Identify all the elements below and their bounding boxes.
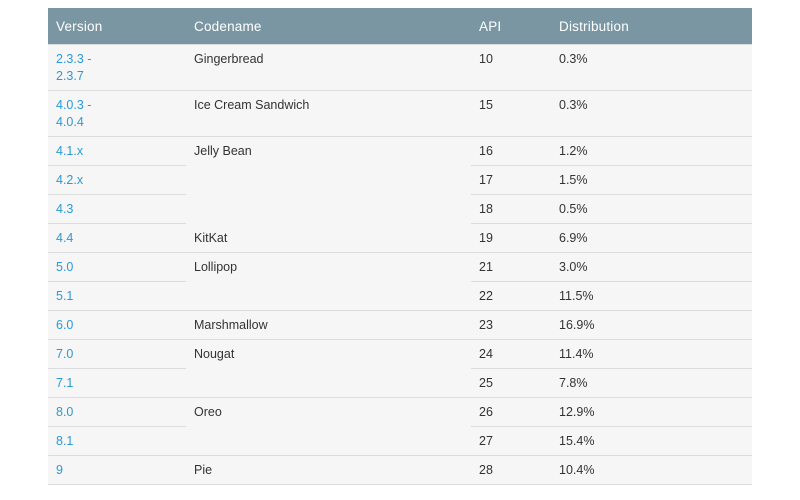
table-row: 4.4 KitKat 19 6.9% <box>48 223 752 253</box>
table-row: 4.2.x 17 1.5% <box>48 165 752 195</box>
distribution-cell: 7.8% <box>551 368 752 398</box>
table-row: 7.0 Nougat 24 11.4% <box>48 339 752 398</box>
version-link[interactable]: 8.0 <box>56 405 74 419</box>
api-cell: 19 <box>471 223 551 253</box>
version-cell: 9 <box>48 455 186 485</box>
api-cell: 16 <box>471 136 551 166</box>
version-link[interactable]: 9 <box>56 463 63 477</box>
distribution-table: Version Codename API Distribution 2.3.3 … <box>48 8 752 485</box>
version-cell: 7.1 <box>48 368 186 398</box>
version-cell: 4.3 <box>48 194 186 224</box>
api-cell: 18 <box>471 194 551 224</box>
distribution-cell: 3.0% <box>551 252 752 282</box>
table-row: 6.0 Marshmallow 23 16.9% <box>48 310 752 340</box>
codename-cell: Nougat <box>186 339 471 398</box>
version-link[interactable]: 4.0.3 - 4.0.4 <box>56 98 92 129</box>
version-cell: 6.0 <box>48 310 186 340</box>
api-cell: 28 <box>471 455 551 485</box>
api-cell: 27 <box>471 426 551 456</box>
version-cell: 4.1.x <box>48 136 186 166</box>
version-cell: 4.2.x <box>48 165 186 195</box>
version-link[interactable]: 4.2.x <box>56 173 84 187</box>
version-link[interactable]: 5.0 <box>56 260 74 274</box>
api-cell: 26 <box>471 397 551 427</box>
table-row: 8.1 27 15.4% <box>48 426 752 456</box>
version-cell: 5.0 <box>48 252 186 282</box>
version-cell: 2.3.3 - 2.3.7 <box>48 44 186 91</box>
version-cell: 5.1 <box>48 281 186 311</box>
version-link[interactable]: 7.1 <box>56 376 74 390</box>
api-cell: 25 <box>471 368 551 398</box>
table-row: 8.0 Oreo 26 12.9% <box>48 397 752 456</box>
codename-cell: Pie <box>186 455 471 485</box>
api-cell: 21 <box>471 252 551 282</box>
version-link[interactable]: 8.1 <box>56 434 74 448</box>
header-codename: Codename <box>186 8 471 45</box>
api-cell: 10 <box>471 44 551 91</box>
version-cell: 7.0 <box>48 339 186 369</box>
version-link[interactable]: 5.1 <box>56 289 74 303</box>
codename-cell: Lollipop <box>186 252 471 311</box>
codename-cell: Ice Cream Sandwich <box>186 90 471 137</box>
distribution-cell: 11.5% <box>551 281 752 311</box>
version-link[interactable]: 4.3 <box>56 202 74 216</box>
version-link[interactable]: 6.0 <box>56 318 74 332</box>
distribution-cell: 0.3% <box>551 44 752 91</box>
distribution-cell: 11.4% <box>551 339 752 369</box>
api-cell: 22 <box>471 281 551 311</box>
distribution-cell: 0.3% <box>551 90 752 137</box>
table-row: 4.1.x Jelly Bean 16 1.2% <box>48 136 752 224</box>
codename-cell: Oreo <box>186 397 471 456</box>
header-distribution: Distribution <box>551 8 752 45</box>
api-cell: 17 <box>471 165 551 195</box>
distribution-cell: 10.4% <box>551 455 752 485</box>
version-link[interactable]: 7.0 <box>56 347 74 361</box>
version-link[interactable]: 4.1.x <box>56 144 84 158</box>
codename-cell: Gingerbread <box>186 44 471 91</box>
table-row: 5.0 Lollipop 21 3.0% <box>48 252 752 311</box>
header-version: Version <box>48 8 186 45</box>
distribution-cell: 12.9% <box>551 397 752 427</box>
codename-cell: Marshmallow <box>186 310 471 340</box>
version-cell: 8.1 <box>48 426 186 456</box>
table-row: 2.3.3 - 2.3.7 Gingerbread 10 0.3% <box>48 44 752 91</box>
header-api: API <box>471 8 551 45</box>
distribution-table-container: Version Codename API Distribution 2.3.3 … <box>48 8 752 485</box>
codename-cell: Jelly Bean <box>186 136 471 224</box>
api-cell: 23 <box>471 310 551 340</box>
version-link[interactable]: 2.3.3 - 2.3.7 <box>56 52 92 83</box>
table-row: 5.1 22 11.5% <box>48 281 752 311</box>
distribution-cell: 6.9% <box>551 223 752 253</box>
table-row: 7.1 25 7.8% <box>48 368 752 398</box>
table-row: 4.3 18 0.5% <box>48 194 752 224</box>
api-cell: 15 <box>471 90 551 137</box>
table-row: 4.0.3 - 4.0.4 Ice Cream Sandwich 15 0.3% <box>48 90 752 137</box>
table-row: 9 Pie 28 10.4% <box>48 455 752 485</box>
version-cell: 4.0.3 - 4.0.4 <box>48 90 186 137</box>
api-cell: 24 <box>471 339 551 369</box>
distribution-cell: 0.5% <box>551 194 752 224</box>
distribution-cell: 1.5% <box>551 165 752 195</box>
version-cell: 4.4 <box>48 223 186 253</box>
version-link[interactable]: 4.4 <box>56 231 74 245</box>
table-header-row: Version Codename API Distribution <box>48 8 752 45</box>
distribution-cell: 16.9% <box>551 310 752 340</box>
distribution-cell: 15.4% <box>551 426 752 456</box>
codename-cell: KitKat <box>186 223 471 253</box>
distribution-cell: 1.2% <box>551 136 752 166</box>
version-cell: 8.0 <box>48 397 186 427</box>
